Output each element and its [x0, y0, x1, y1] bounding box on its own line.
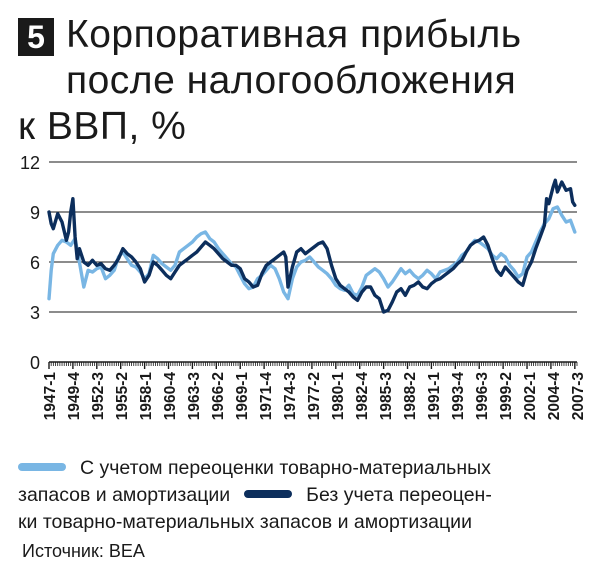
chart-title-line-2: после налогообложения	[66, 59, 517, 102]
x-tick-label: 1996-3	[474, 372, 491, 421]
x-axis-tick-labels: 1947-1 1949-4 1952-3 1955-2 1958-1 1960-4 1963…	[42, 362, 587, 420]
chart-title-line-1: Корпоративная прибыль	[66, 13, 522, 56]
chart-title: Корпоративная прибыль после налогообложе…	[18, 12, 586, 150]
legend-swatch-without-adjustments	[244, 489, 293, 498]
legend-row-1: С учетом переоценки товарно-материальных	[18, 455, 588, 482]
x-tick-label: 1949-4	[66, 372, 83, 421]
x-tick-label: 1977-2	[306, 372, 323, 420]
x-tick-label: 1969-1	[234, 372, 251, 421]
legend-label-without-adjustments-line-2: ки товарно-материальных запасов и аморти…	[18, 511, 472, 533]
y-tick-label: 9	[30, 203, 40, 223]
x-tick-label: 1955-2	[114, 372, 131, 420]
line-chart: 0 3 6 9 12 1947-1 1949-4 1952-3 1955-2 1958-1 196…	[20, 153, 587, 420]
legend: С учетом переоценки товарно-материальных…	[18, 455, 588, 536]
x-tick-label: 1947-1	[42, 372, 59, 421]
series-lines	[47, 178, 577, 314]
x-tick-label: 2002-1	[522, 372, 539, 421]
legend-row-3: ки товарно-материальных запасов и аморти…	[18, 509, 588, 536]
x-tick-label: 1991-1	[426, 372, 443, 421]
x-tick-label: 1971-4	[258, 372, 275, 421]
series-line-with-adjustments	[47, 205, 577, 301]
x-tick-label: 1952-3	[90, 372, 107, 421]
y-tick-label: 12	[20, 153, 40, 173]
x-tick-label: 1958-1	[138, 372, 155, 421]
x-tick-label: 1980-1	[330, 372, 347, 421]
y-tick-label: 0	[30, 353, 40, 373]
x-tick-label: 1993-4	[450, 372, 467, 421]
figure-number-badge: 5	[18, 18, 54, 56]
source-note: Источник: BEA	[22, 541, 145, 561]
legend-swatch-with-adjustments	[18, 462, 66, 471]
legend-label-with-adjustments-line-2: запасов и амортизации	[18, 484, 231, 506]
y-tick-label: 6	[30, 253, 40, 273]
y-axis-tick-labels: 0 3 6 9 12	[20, 153, 40, 373]
x-tick-label: 2007-3	[570, 372, 587, 421]
y-tick-label: 3	[30, 303, 40, 323]
x-tick-label: 1966-2	[210, 372, 227, 420]
x-tick-label: 1974-3	[282, 372, 299, 421]
x-tick-label: 1963-3	[186, 372, 203, 421]
x-tick-label: 1982-4	[354, 372, 371, 421]
x-tick-label: 2004-4	[546, 372, 563, 421]
chart-title-line-3: к ВВП, %	[18, 105, 187, 148]
x-tick-label: 1988-2	[402, 372, 419, 420]
legend-label-without-adjustments-line-1: Без учета переоцен-	[306, 484, 492, 506]
legend-label-with-adjustments-line-1: С учетом переоценки товарно-материальных	[80, 457, 491, 479]
legend-row-2: запасов и амортизации Без учета переоцен-	[18, 482, 588, 509]
series-line-without-adjustments	[47, 178, 577, 314]
x-tick-label: 1985-3	[378, 372, 395, 421]
x-tick-label: 1960-4	[162, 372, 179, 421]
x-tick-label: 1999-2	[498, 372, 515, 420]
